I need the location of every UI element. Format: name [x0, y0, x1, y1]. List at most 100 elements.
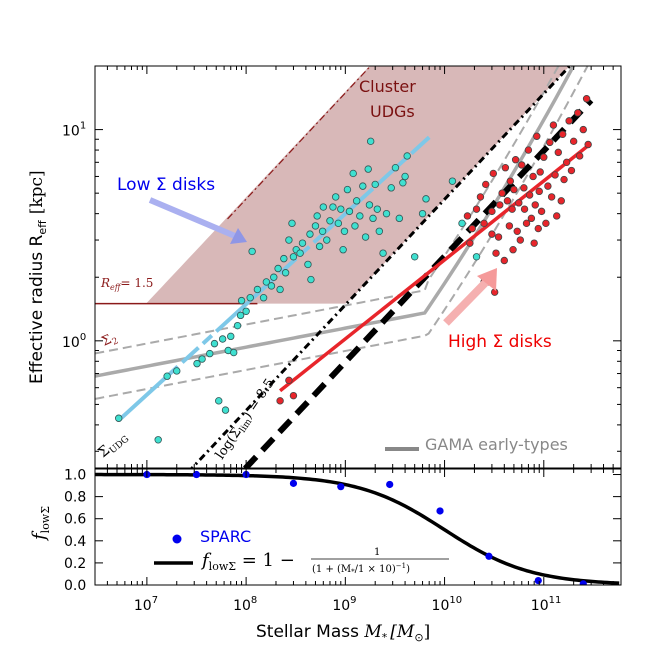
- high-sigma-point: [537, 207, 546, 216]
- low-sigma-point: [352, 197, 361, 205]
- high-sigma-point: [553, 212, 561, 220]
- sparc-point: [579, 580, 587, 585]
- low-sigma-point: [115, 414, 123, 422]
- low-sigma-point: [274, 264, 282, 273]
- high-sigma-point: [558, 130, 567, 138]
- sparc-point: [436, 507, 444, 515]
- x-tick-label: 107: [134, 595, 158, 614]
- high-sigma-point: [527, 214, 536, 223]
- low-sigma-point: [288, 219, 296, 228]
- reff-label: Reff= 1.5: [100, 276, 153, 292]
- high-sigma-point: [567, 166, 576, 175]
- high-sigma-point: [520, 205, 529, 213]
- high-sigma-point: [466, 239, 474, 247]
- low-sigma-point: [237, 296, 246, 305]
- low-sigma-point: [399, 179, 407, 187]
- high-sigma-point: [525, 191, 534, 199]
- high-sigma-point: [540, 153, 548, 161]
- low-sigma-point: [230, 348, 238, 357]
- high-sigma-point: [544, 182, 552, 190]
- x-tick-label: 1011: [531, 595, 562, 614]
- low-disks-arrow: [148, 197, 247, 244]
- low-sigma-point: [373, 205, 382, 213]
- low-sigma-point: [359, 182, 367, 190]
- high-sigma-point: [582, 95, 591, 103]
- flow-sigma-fit-curve: [95, 472, 620, 585]
- high-sigma-point: [569, 137, 578, 146]
- low-sigma-point: [270, 273, 278, 281]
- high-sigma-point: [542, 219, 550, 228]
- low-sigma-point: [379, 249, 387, 257]
- high-sigma-point: [476, 193, 485, 201]
- bottom-y-tick-label: 0.6: [64, 512, 86, 528]
- low-sigma-point: [349, 169, 357, 178]
- low-sigma-point: [391, 164, 400, 172]
- high-sigma-point: [524, 146, 533, 154]
- top-y-tick-label: 101: [62, 121, 86, 140]
- high-sigma-point: [535, 187, 543, 196]
- high-sigma-point: [500, 256, 509, 265]
- bottom-y-axis-label: flowΣ: [29, 506, 52, 542]
- top-y-axis-label: Effective radius Reff[kpc]: [27, 170, 49, 384]
- low-sigma-point: [366, 137, 375, 146]
- bottom-y-tick-label: 0.0: [64, 578, 86, 594]
- low-sigma-point: [395, 214, 404, 223]
- low-sigma-point: [227, 332, 235, 341]
- low-sigma-point: [371, 180, 379, 189]
- low-sigma-point: [334, 219, 343, 228]
- high-disks-arrow: [443, 268, 497, 326]
- high-sigma-point: [472, 205, 481, 213]
- fit-legend-numerator: 1: [374, 547, 380, 558]
- low-sigma-point: [285, 236, 293, 244]
- low-sigma-point: [304, 260, 312, 269]
- high-sigma-point: [575, 152, 584, 160]
- sparc-point: [337, 483, 345, 491]
- sparc-legend-marker: [172, 534, 182, 544]
- top-y-tick-label: 100: [62, 332, 86, 351]
- high-sigma-fit-line: [278, 144, 590, 393]
- low-sigma-point: [173, 367, 181, 375]
- high-sigma-point: [516, 236, 525, 244]
- high-sigma-point: [289, 391, 298, 400]
- low-sigma-point: [206, 349, 214, 358]
- low-disks-label: Low Σ disks: [117, 175, 215, 195]
- high-sigma-point: [285, 376, 293, 385]
- top-panel: Cluster UDGs Low Σ disks High Σ disks Re…: [27, 65, 622, 469]
- low-sigma-point: [215, 397, 223, 405]
- high-sigma-point: [509, 246, 517, 254]
- cluster-udg-region: [146, 66, 570, 304]
- low-sigma-point: [387, 184, 395, 192]
- low-sigma-point: [253, 285, 262, 294]
- low-sigma-point: [307, 275, 315, 284]
- high-sigma-point: [511, 156, 520, 164]
- low-sigma-point: [236, 311, 245, 320]
- gama-mean-curve: [95, 66, 576, 378]
- high-sigma-point: [496, 201, 504, 209]
- low-sigma-point: [313, 212, 321, 220]
- bottom-ticks: 107 108 109 1010 1011 0.0 0.2 0.4 0.6 0.8 1.0: [64, 468, 622, 614]
- bottom-y-tick-label: 0.8: [64, 490, 86, 506]
- low-sigma-point: [365, 201, 374, 209]
- high-sigma-point: [492, 249, 500, 257]
- bottom-panel: 107 108 109 1010 1011 0.0 0.2 0.4 0.6 0.8 1.0 SPAR…: [29, 468, 622, 644]
- high-sigma-points: [276, 95, 592, 405]
- high-sigma-point: [522, 219, 531, 228]
- low-sigma-point: [329, 203, 337, 211]
- gama-legend-label: GAMA early-types: [425, 435, 568, 454]
- high-sigma-point: [565, 117, 573, 125]
- high-sigma-point: [574, 109, 582, 117]
- high-sigma-point: [468, 224, 476, 233]
- low-sigma-point: [339, 246, 347, 254]
- high-sigma-point: [546, 138, 554, 147]
- high-sigma-point: [520, 184, 528, 192]
- low-sigma-point: [280, 254, 288, 263]
- high-sigma-point: [531, 201, 539, 209]
- x-tick-label: 109: [332, 595, 356, 614]
- high-sigma-point: [518, 161, 526, 169]
- high-sigma-point: [508, 205, 516, 213]
- low-sigma-point: [361, 233, 370, 241]
- high-sigma-point: [489, 169, 498, 178]
- low-sigma-point: [262, 278, 271, 286]
- low-sigma-point: [246, 294, 254, 302]
- x-axis-label: Stellar Mass M* [M⊙]: [256, 622, 430, 644]
